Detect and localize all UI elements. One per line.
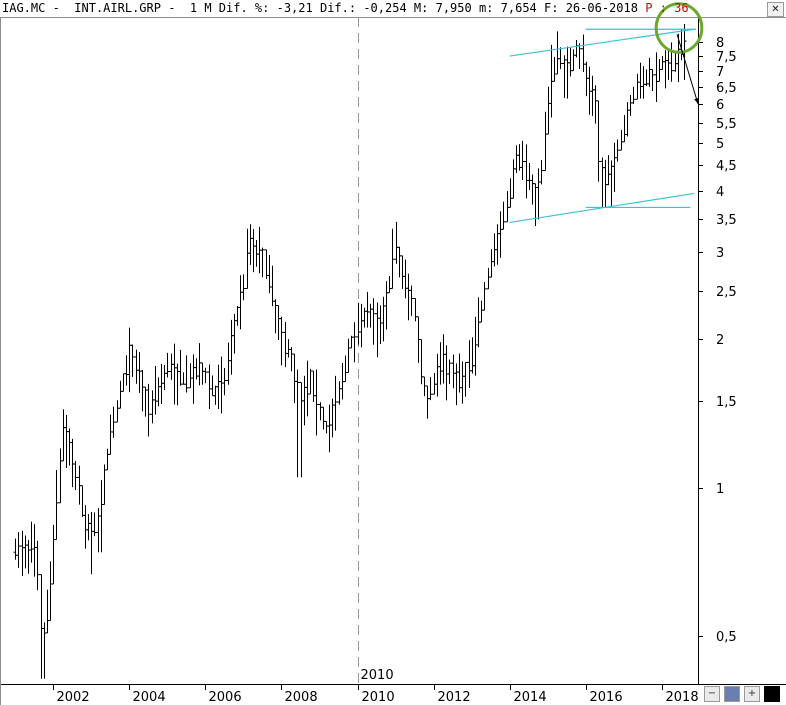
pct-label: Dif. %: <box>218 1 270 15</box>
save-icon[interactable] <box>724 686 740 702</box>
y-tick-label: 3,5 <box>716 213 737 228</box>
black-square-icon[interactable] <box>764 686 780 702</box>
y-tick-label: 7,5 <box>716 50 737 65</box>
dif-label: Dif.: <box>319 1 357 15</box>
y-tick-label: 2,5 <box>716 285 737 300</box>
x-tick-label: 2016 <box>590 690 623 705</box>
max-value: 7,950 <box>435 1 472 15</box>
y-tick-label: 1,5 <box>716 395 737 410</box>
highlight-ellipse <box>654 2 704 54</box>
p-label: P <box>645 1 653 15</box>
x-tick-label: 2004 <box>133 690 166 705</box>
period: 1 M <box>189 1 212 15</box>
y-tick-label: 6,5 <box>716 81 737 96</box>
date-label: F: <box>544 1 559 15</box>
max-label: M: <box>413 1 429 15</box>
close-icon[interactable]: ✕ <box>767 2 784 17</box>
y-tick-label: 8 <box>716 36 724 51</box>
trend-arrow <box>676 34 699 105</box>
symbol: IAG.MC <box>2 1 46 15</box>
arrow-head <box>694 97 699 104</box>
ohlc-bars <box>13 24 687 679</box>
min-label: m: <box>478 1 494 15</box>
x-tick-label: 2008 <box>285 690 318 705</box>
x-tick-label: 2014 <box>514 690 547 705</box>
year-divider-label: 2010 <box>361 668 394 683</box>
drawing-overlays <box>509 2 704 224</box>
plus-icon[interactable]: + <box>744 686 760 702</box>
y-tick-label: 7 <box>716 65 724 80</box>
y-tick-label: 6 <box>716 98 724 113</box>
bottom-toolbar: − + <box>704 686 780 702</box>
y-tick-label: 4 <box>716 185 724 200</box>
instrument-name: INT.AIRL.GRP <box>74 1 161 15</box>
x-tick-label: 2006 <box>209 690 242 705</box>
x-tick-label: 2018 <box>666 690 699 705</box>
quote-header: IAG.MC - INT.AIRL.GRP - 1 M Dif. %: -3,2… <box>2 1 689 15</box>
y-tick-label: 3 <box>716 246 724 261</box>
p-value: 36 <box>674 1 689 15</box>
x-tick-label: 2012 <box>438 690 471 705</box>
min-value: 7,654 <box>500 1 537 15</box>
minus-icon[interactable]: − <box>704 686 720 702</box>
x-tick-label: 2010 <box>362 690 395 705</box>
x-tick-label: 2002 <box>57 690 90 705</box>
y-tick-label: 5,5 <box>716 117 737 132</box>
chart-axes: 0,5 1 1,5 2 2,5 3 3,5 4 4,5 5 5,5 6 6,577,58 2002 2004… <box>0 17 786 705</box>
y-tick-label: 0,5 <box>716 630 737 645</box>
pct-value: -3,21 <box>276 1 313 15</box>
y-tick-label: 2 <box>716 333 724 348</box>
y-tick-label: 5 <box>716 137 724 152</box>
dif-value: -0,254 <box>363 1 407 15</box>
trendline <box>509 28 695 57</box>
y-tick-label: 4,5 <box>716 159 737 174</box>
y-tick-label: 1 <box>716 482 724 497</box>
date-value: 26-06-2018 <box>565 1 638 15</box>
